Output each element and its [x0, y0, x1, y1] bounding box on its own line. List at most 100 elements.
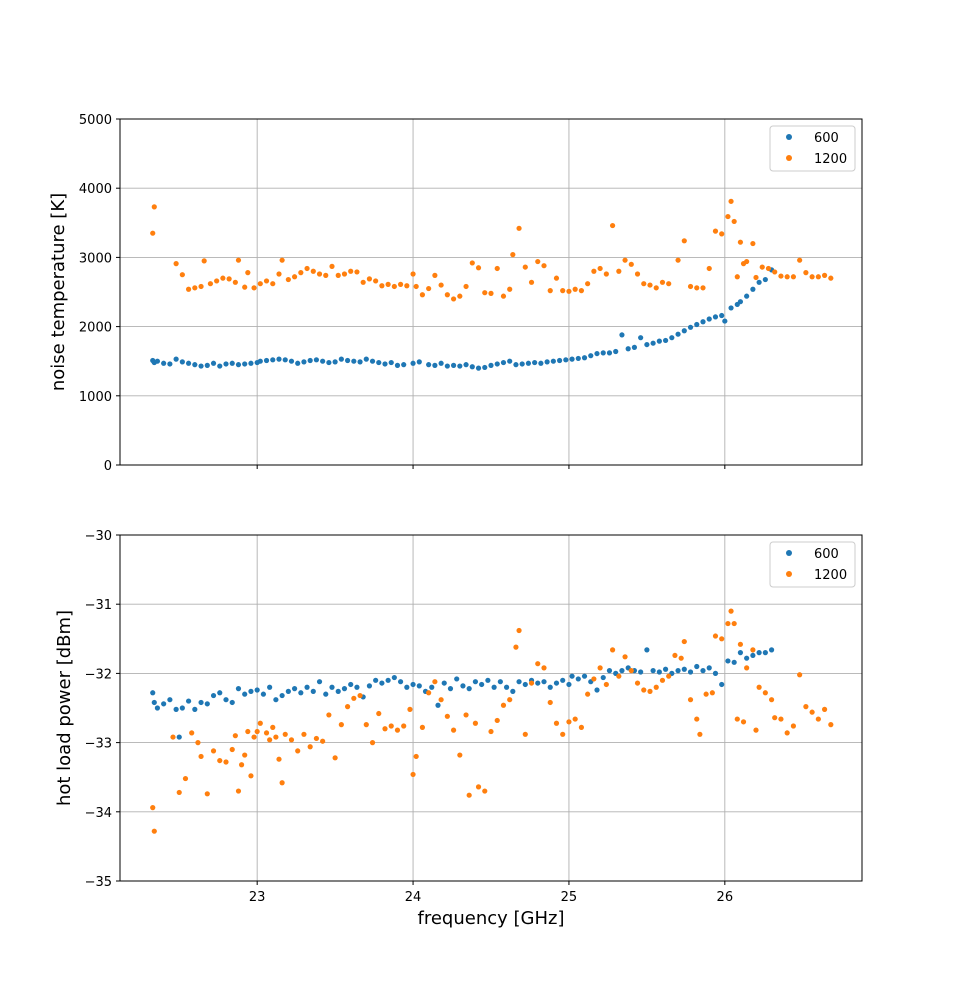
data-point-600	[185, 360, 192, 366]
data-point-1200	[214, 278, 220, 284]
data-point-600	[662, 666, 669, 672]
data-point-600	[497, 679, 503, 685]
data-point-1200	[150, 230, 156, 236]
data-point-600	[737, 650, 744, 656]
data-point-1200	[235, 788, 242, 794]
data-point-1200	[475, 784, 482, 790]
data-point-1200	[444, 292, 450, 298]
data-point-1200	[488, 290, 494, 296]
data-point-1200	[737, 641, 744, 647]
legend-label-1200: 1200	[814, 152, 847, 167]
data-point-600	[373, 677, 379, 683]
data-point-1200	[201, 258, 207, 264]
data-point-1200	[535, 661, 541, 667]
data-point-600	[522, 681, 528, 688]
data-point-600	[151, 699, 157, 706]
data-point-600	[681, 666, 687, 672]
data-point-600	[363, 356, 369, 362]
data-point-600	[460, 683, 466, 689]
data-point-600	[588, 353, 594, 359]
x-tick-label: 25	[561, 890, 578, 905]
data-point-1200	[482, 290, 488, 296]
data-point-1200	[528, 279, 535, 285]
data-point-600	[737, 299, 744, 305]
data-point-600	[416, 359, 422, 365]
data-point-1200	[712, 633, 719, 639]
data-point-1200	[170, 734, 176, 740]
data-point-1200	[784, 274, 790, 280]
data-point-1200	[547, 699, 553, 706]
data-point-1200	[407, 706, 413, 712]
data-point-600	[301, 359, 307, 365]
data-point-600	[575, 355, 581, 362]
data-point-1200	[369, 740, 376, 746]
data-point-600	[750, 652, 756, 659]
data-point-600	[687, 324, 694, 330]
points-0	[150, 198, 834, 371]
data-point-600	[385, 677, 391, 683]
data-point-1200	[762, 690, 768, 696]
data-point-1200	[591, 268, 597, 274]
data-point-1200	[507, 697, 513, 703]
data-point-600	[569, 356, 575, 362]
data-point-1200	[482, 788, 488, 794]
data-point-1200	[809, 709, 815, 715]
data-point-1200	[609, 647, 616, 653]
data-point-600	[235, 362, 242, 368]
data-point-1200	[276, 756, 282, 762]
data-point-1200	[516, 627, 522, 634]
data-point-600	[192, 362, 198, 368]
data-point-1200	[463, 712, 469, 718]
data-point-1200	[295, 748, 301, 754]
data-point-600	[242, 361, 248, 367]
data-point-600	[176, 734, 182, 740]
data-point-1200	[666, 281, 672, 287]
data-point-1200	[809, 274, 815, 280]
data-point-1200	[357, 692, 363, 699]
data-point-600	[681, 328, 687, 334]
data-point-600	[669, 335, 675, 341]
data-point-1200	[697, 731, 703, 737]
data-point-600	[282, 357, 288, 363]
data-point-1200	[488, 728, 494, 735]
data-point-600	[426, 362, 432, 368]
data-point-600	[369, 358, 376, 364]
data-point-1200	[821, 272, 828, 278]
data-point-600	[376, 359, 382, 366]
data-point-1200	[784, 730, 790, 736]
data-point-1200	[687, 283, 694, 290]
data-point-1200	[351, 695, 357, 701]
data-point-600	[344, 357, 351, 364]
data-point-600	[656, 338, 662, 344]
data-point-1200	[335, 272, 341, 278]
data-point-600	[341, 686, 348, 692]
data-point-600	[750, 286, 756, 292]
data-point-600	[731, 659, 737, 665]
data-point-1200	[675, 257, 681, 263]
data-point-1200	[622, 654, 628, 660]
data-point-600	[606, 668, 613, 674]
data-point-1200	[522, 264, 528, 270]
data-point-1200	[647, 688, 653, 694]
data-point-1200	[279, 780, 285, 786]
data-point-600	[638, 335, 644, 341]
data-point-600	[463, 362, 469, 368]
data-point-600	[507, 358, 513, 364]
data-point-600	[161, 701, 167, 707]
data-point-600	[307, 357, 313, 364]
data-point-600	[279, 692, 285, 699]
hot-load-power-panel: 23 24 25 26 −35 −34 −33 −32 −31 −30 hot load powe…	[54, 529, 863, 929]
data-point-1200	[285, 276, 291, 283]
data-point-1200	[709, 690, 715, 696]
data-point-1200	[388, 723, 394, 729]
data-point-1200	[597, 265, 603, 272]
data-point-600	[354, 684, 360, 690]
data-point-1200	[728, 198, 734, 204]
data-point-1200	[609, 222, 616, 229]
data-point-1200	[731, 620, 737, 627]
data-point-1200	[348, 268, 354, 274]
legend-0: 600 1200	[769, 125, 856, 172]
legend-label-1200: 1200	[814, 568, 847, 583]
data-point-600	[154, 705, 161, 711]
data-point-1200	[410, 771, 416, 778]
